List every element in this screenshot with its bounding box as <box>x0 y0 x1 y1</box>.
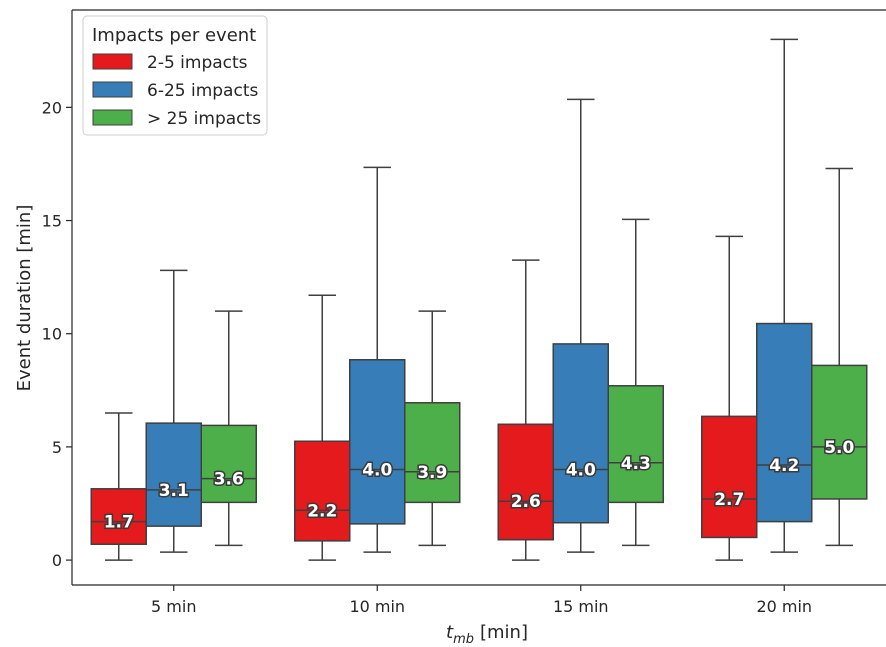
box-group: 2.2 <box>294 294 351 561</box>
median-label: 4.0 <box>566 461 596 481</box>
y-tick-label: 15 <box>42 212 62 231</box>
box-group: 1.7 <box>90 412 147 561</box>
legend-entry-label: 2-5 impacts <box>147 53 248 73</box>
median-label: 3.9 <box>417 463 447 483</box>
median-label: 2.2 <box>307 501 337 521</box>
y-axis-label: Event duration [min] <box>14 205 35 392</box>
median-label: 2.6 <box>511 492 541 512</box>
box-group: 4.0 <box>349 166 406 553</box>
median-label: 4.2 <box>769 456 799 476</box>
box-group: 3.6 <box>200 310 257 547</box>
box <box>497 423 554 541</box>
box <box>811 364 868 500</box>
y-tick-label: 10 <box>42 325 62 344</box>
box-group: 4.2 <box>756 38 813 553</box>
box <box>701 415 758 539</box>
x-axis: 5 min 10 min 15 min 20 min <box>72 584 886 616</box>
box <box>756 322 813 523</box>
x-tick-label: 15 min <box>553 597 609 616</box>
box-group: 5.0 <box>811 167 868 547</box>
box <box>90 488 147 546</box>
legend-frame <box>82 15 268 136</box>
y-tick-label: 20 <box>42 98 62 117</box>
box-group: 2.6 <box>497 259 554 561</box>
legend-entry-label: 6-25 impacts <box>147 81 258 101</box>
x-axis-label-symbol: t <box>446 622 454 643</box>
x-tick-label: 20 min <box>756 597 812 616</box>
y-tick-label: 5 <box>52 438 62 457</box>
median-label: 2.7 <box>714 490 744 510</box>
box <box>200 424 257 504</box>
legend: Impacts per event 2-5 impacts 6-25 impact… <box>82 15 268 136</box>
y-axis: 0 5 10 15 20 <box>42 9 886 585</box>
box-group: 2.7 <box>701 235 758 561</box>
box-group: 4.0 <box>552 98 609 553</box>
median-label: 3.1 <box>159 481 189 501</box>
legend-title: Impacts per event <box>92 25 256 46</box>
box <box>294 440 351 542</box>
box <box>349 359 406 525</box>
box <box>552 343 609 524</box>
legend-entry-label: > 25 impacts <box>147 109 261 129</box>
box-group: 4.3 <box>607 218 664 547</box>
x-tick-label: 10 min <box>349 597 405 616</box>
median-label: 4.3 <box>621 454 651 474</box>
box-group: 3.1 <box>145 269 202 553</box>
legend-swatch <box>92 81 133 98</box>
x-axis-label-unit: [min] <box>480 622 528 643</box>
x-axis-label-subscript: mb <box>453 632 474 647</box>
x-axis-label: tmb [min] <box>446 622 528 647</box>
legend-swatch <box>92 109 133 126</box>
median-label: 1.7 <box>104 513 134 533</box>
median-label: 3.6 <box>214 470 244 490</box>
box <box>404 402 461 504</box>
median-label: 5.0 <box>824 438 854 458</box>
y-tick-label: 0 <box>52 551 62 570</box>
legend-swatch <box>92 53 133 70</box>
plot-area: 1.7 2.2 2.6 2.7 3.1 4.0 4.0 4.2 3.6 3.9 4.3 5.0 <box>90 38 868 561</box>
x-tick-label: 5 min <box>151 597 196 616</box>
median-label: 4.0 <box>362 461 392 481</box>
box <box>607 385 664 504</box>
box <box>145 422 202 527</box>
box-group: 3.9 <box>404 310 461 547</box>
